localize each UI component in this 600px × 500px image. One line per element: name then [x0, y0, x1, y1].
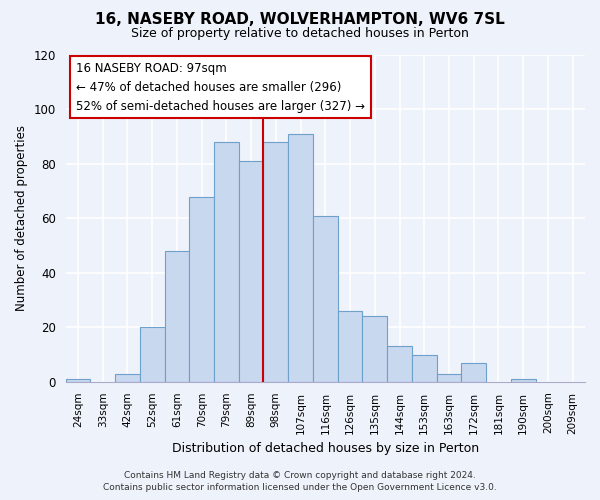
Bar — [313, 216, 338, 382]
Bar — [461, 363, 486, 382]
Text: 16 NASEBY ROAD: 97sqm
← 47% of detached houses are smaller (296)
52% of semi-det: 16 NASEBY ROAD: 97sqm ← 47% of detached … — [76, 62, 365, 112]
Bar — [140, 328, 164, 382]
Text: 16, NASEBY ROAD, WOLVERHAMPTON, WV6 7SL: 16, NASEBY ROAD, WOLVERHAMPTON, WV6 7SL — [95, 12, 505, 28]
Text: Size of property relative to detached houses in Perton: Size of property relative to detached ho… — [131, 28, 469, 40]
Bar — [115, 374, 140, 382]
Bar — [239, 161, 263, 382]
Bar — [263, 142, 288, 382]
Bar — [511, 379, 536, 382]
Bar — [437, 374, 461, 382]
Bar — [362, 316, 387, 382]
Bar — [412, 354, 437, 382]
Bar — [214, 142, 239, 382]
Bar — [164, 251, 190, 382]
Bar — [338, 311, 362, 382]
Text: Contains HM Land Registry data © Crown copyright and database right 2024.
Contai: Contains HM Land Registry data © Crown c… — [103, 471, 497, 492]
Bar — [288, 134, 313, 382]
Bar — [65, 379, 91, 382]
Bar — [190, 196, 214, 382]
Bar — [387, 346, 412, 382]
Y-axis label: Number of detached properties: Number of detached properties — [15, 126, 28, 312]
X-axis label: Distribution of detached houses by size in Perton: Distribution of detached houses by size … — [172, 442, 479, 455]
